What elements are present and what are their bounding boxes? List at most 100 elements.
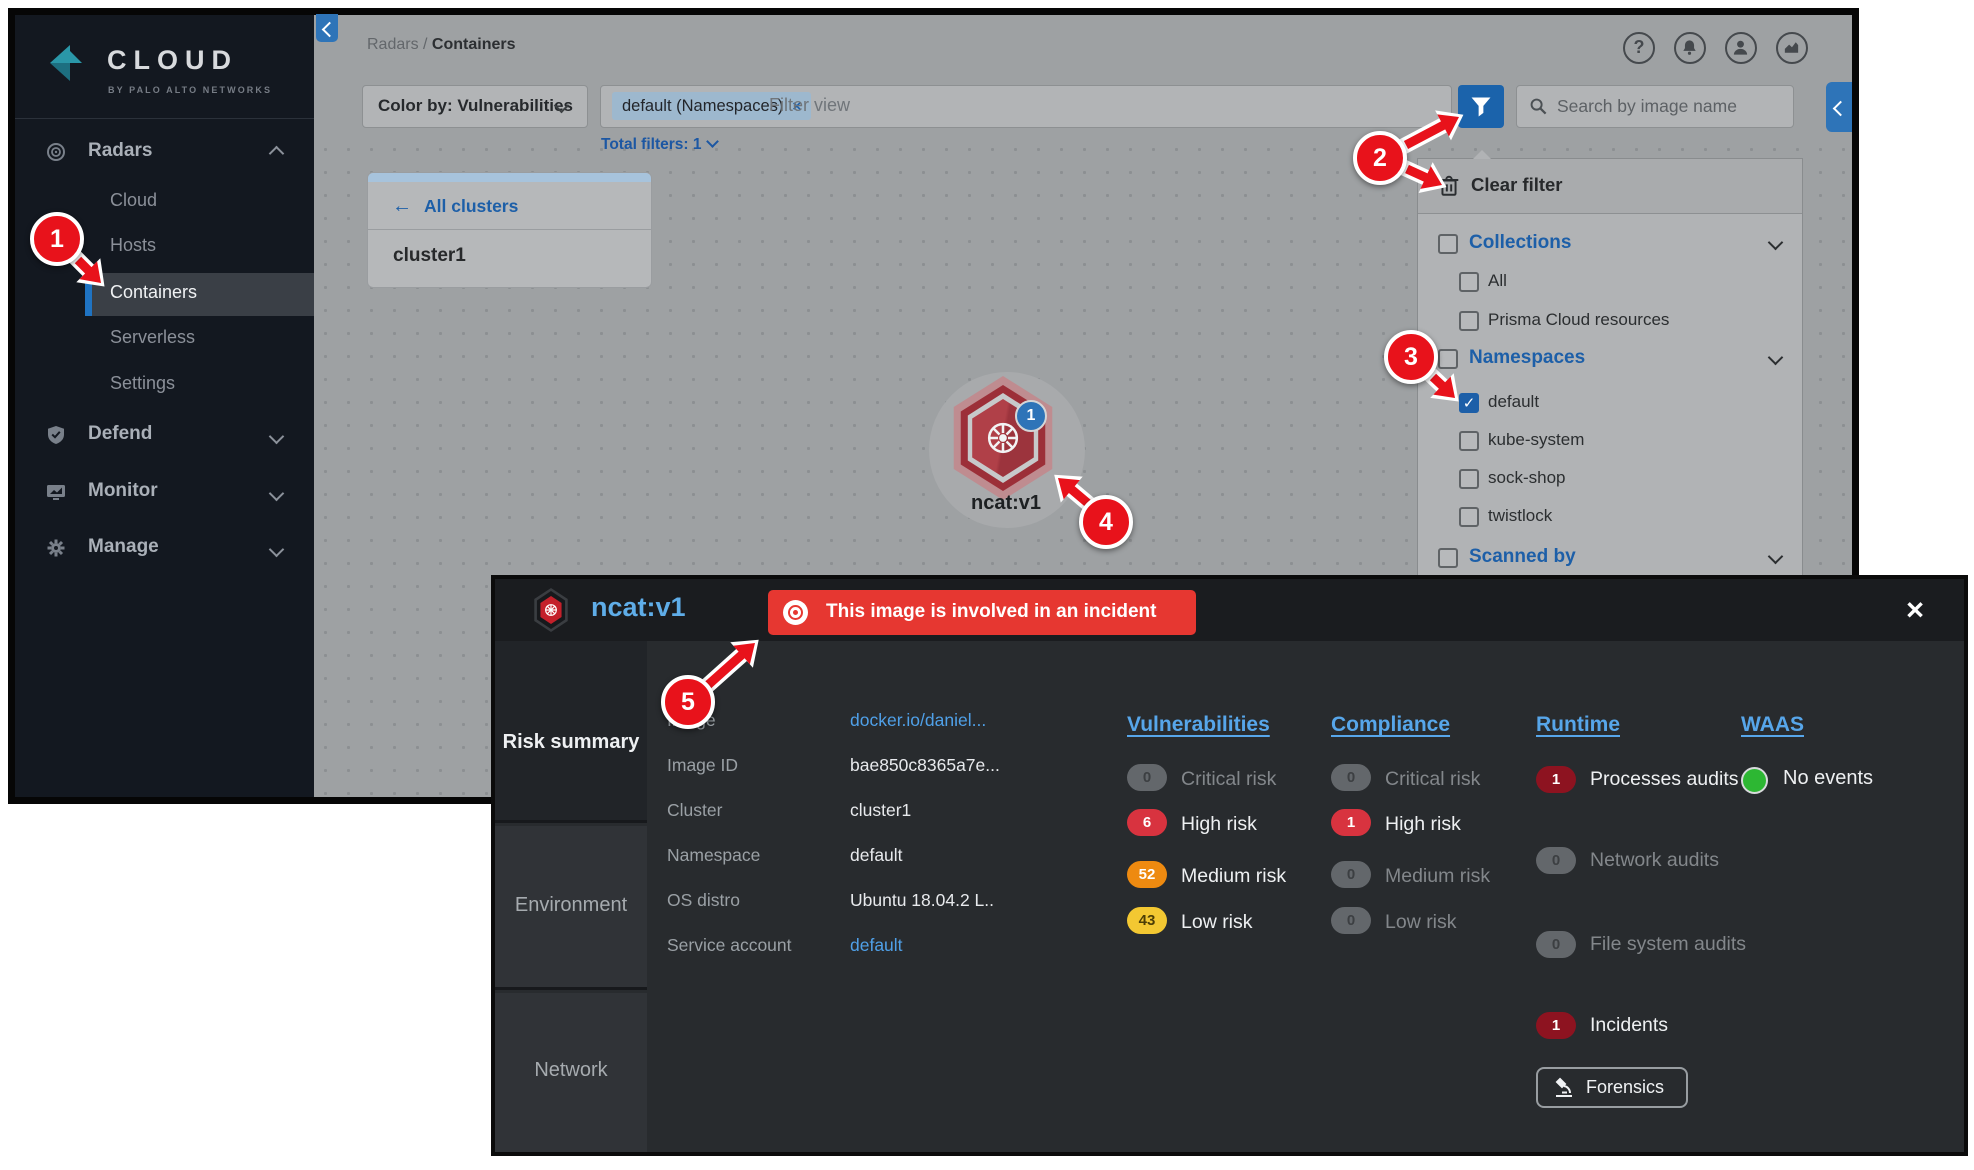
sidebar-item-serverless[interactable]: Serverless — [110, 327, 196, 347]
default-checkbox[interactable]: ✓ — [1459, 393, 1479, 413]
details-title: ncat:v1 — [591, 592, 686, 622]
runtime-incidents-row: 1 Incidents — [1536, 1009, 1751, 1042]
logo-title: CLOUD — [107, 45, 238, 75]
chip-remove-icon[interactable]: × — [792, 98, 802, 115]
details-header: ncat:v1 This image is involved in an inc… — [495, 579, 1964, 641]
sidebar: CLOUD BY PALO ALTO NETWORKS Radars Cloud… — [15, 15, 314, 797]
chevron-down-icon — [268, 541, 285, 558]
filter-chip-default-namespaces[interactable]: default (Namespaces) × — [612, 92, 812, 120]
funnel-icon — [1471, 97, 1491, 117]
gear-icon — [46, 538, 66, 558]
collections-checkbox[interactable] — [1438, 234, 1458, 254]
search-input[interactable] — [1555, 88, 1784, 125]
activity-icon[interactable] — [1776, 32, 1808, 64]
sidebar-item-monitor[interactable]: Monitor — [15, 472, 314, 512]
active-indicator-bar — [85, 273, 92, 316]
forensics-button[interactable]: Forensics — [1536, 1067, 1688, 1108]
user-icon[interactable] — [1725, 32, 1757, 64]
sidebar-item-containers[interactable]: Containers — [85, 273, 314, 316]
runtime-processes-row: 1 Processes audits — [1536, 763, 1751, 796]
search-icon — [1530, 98, 1547, 115]
filter-view-placeholder: Filter view — [769, 95, 851, 115]
help-icon[interactable]: ? — [1623, 32, 1655, 64]
status-ok-icon — [1741, 767, 1768, 794]
collapse-sidebar-button[interactable] — [316, 14, 338, 42]
notifications-icon[interactable] — [1674, 32, 1706, 64]
field-value-link[interactable]: docker.io/daniel... — [850, 710, 987, 730]
field-value: cluster1 — [850, 800, 912, 820]
runtime-link[interactable]: Runtime — [1536, 713, 1620, 736]
sidebar-item-radars[interactable]: Radars — [15, 132, 314, 172]
tab-environment[interactable] — [495, 826, 647, 990]
sidebar-item-settings[interactable]: Settings — [110, 373, 176, 393]
clusters-card: ← All clusters cluster1 — [367, 172, 652, 288]
back-arrow-icon: ← — [392, 195, 412, 217]
comp-high-row: 1 High risk — [1331, 809, 1461, 839]
filter-view-input[interactable]: default (Namespaces) × Filter view — [600, 85, 1452, 128]
total-filters-toggle[interactable]: Total filters: 1 — [601, 135, 720, 154]
callout-5: 5 — [661, 675, 715, 729]
sidebar-item-defend[interactable]: Defend — [15, 415, 314, 455]
waas-link[interactable]: WAAS — [1741, 713, 1804, 736]
image-search — [1516, 85, 1794, 128]
sock-shop-checkbox[interactable] — [1459, 469, 1479, 489]
kube-system-checkbox[interactable] — [1459, 431, 1479, 451]
filter-funnel-button[interactable] — [1458, 85, 1504, 128]
clear-filter-row[interactable]: Clear filter — [1418, 159, 1802, 214]
field-label: Image ID — [667, 755, 738, 775]
runtime-filesystem-row: 0 File system audits — [1536, 928, 1751, 961]
comp-critical-row: 0 Critical risk — [1331, 764, 1480, 794]
sidebar-item-cloud[interactable]: Cloud — [110, 190, 158, 210]
waas-status: No events — [1783, 767, 1874, 789]
incident-banner[interactable]: This image is involved in an incident — [768, 590, 1196, 635]
callout-4: 4 — [1079, 495, 1133, 549]
breadcrumb[interactable]: Radars / Containers — [367, 36, 516, 53]
collapse-right-panel-button[interactable] — [1826, 82, 1852, 132]
incident-count-badge: 1 — [1015, 400, 1047, 432]
vuln-high-row: 6 High risk — [1127, 809, 1257, 839]
namespaces-checkbox[interactable] — [1438, 349, 1458, 369]
sidebar-item-label: Radars — [88, 140, 153, 161]
radar-icon — [46, 142, 66, 162]
twistlock-checkbox[interactable] — [1459, 507, 1479, 527]
card-accent-strip — [368, 173, 651, 182]
field-label: OS distro — [667, 890, 740, 910]
microscope-icon — [1555, 1077, 1572, 1097]
filter-panel: Clear filter Collections All Prisma Clou… — [1417, 150, 1804, 588]
card-divider — [368, 229, 651, 230]
all-checkbox[interactable] — [1459, 272, 1479, 292]
field-value: default — [850, 845, 903, 865]
logo-subtitle: BY PALO ALTO NETWORKS — [108, 85, 273, 95]
tab-risk-summary[interactable] — [495, 641, 647, 823]
scanned-by-checkbox[interactable] — [1438, 548, 1458, 568]
sidebar-item-manage[interactable]: Manage — [15, 528, 314, 568]
chevron-down-icon[interactable] — [1767, 234, 1784, 251]
chevron-down-icon — [706, 135, 720, 148]
field-label: Cluster — [667, 800, 723, 820]
close-icon[interactable]: × — [1905, 592, 1925, 627]
callout-1: 1 — [30, 212, 84, 266]
vuln-critical-row: 0 Critical risk — [1127, 764, 1276, 794]
compliance-link[interactable]: Compliance — [1331, 713, 1451, 736]
cluster-list-item[interactable]: cluster1 — [393, 245, 466, 266]
all-clusters-back-link[interactable]: ← All clusters — [392, 195, 519, 217]
field-value: bae850c8365a7e... — [850, 755, 1000, 775]
comp-low-row: 0 Low risk — [1331, 907, 1457, 937]
filter-group-collections: Collections — [1418, 232, 1804, 261]
color-by-dropdown[interactable]: Color by: Vulnerabilities — [362, 85, 588, 128]
prisma-cloud-resources-checkbox[interactable] — [1459, 311, 1479, 331]
chevron-down-icon — [268, 428, 285, 445]
shield-icon — [46, 425, 66, 445]
vulnerabilities-link[interactable]: Vulnerabilities — [1127, 713, 1270, 736]
node-label: ncat:v1 — [970, 492, 1042, 514]
field-label: Service account — [667, 935, 792, 955]
filter-group-namespaces: Namespaces — [1418, 347, 1804, 376]
palo-alto-logo-icon — [50, 45, 82, 81]
field-value-link[interactable]: default — [850, 935, 903, 955]
tab-network[interactable] — [495, 993, 647, 1152]
chevron-down-icon[interactable] — [1767, 349, 1784, 366]
sidebar-item-hosts[interactable]: Hosts — [110, 235, 157, 255]
vuln-low-row: 43 Low risk — [1127, 907, 1253, 937]
chevron-down-icon[interactable] — [1767, 548, 1784, 565]
